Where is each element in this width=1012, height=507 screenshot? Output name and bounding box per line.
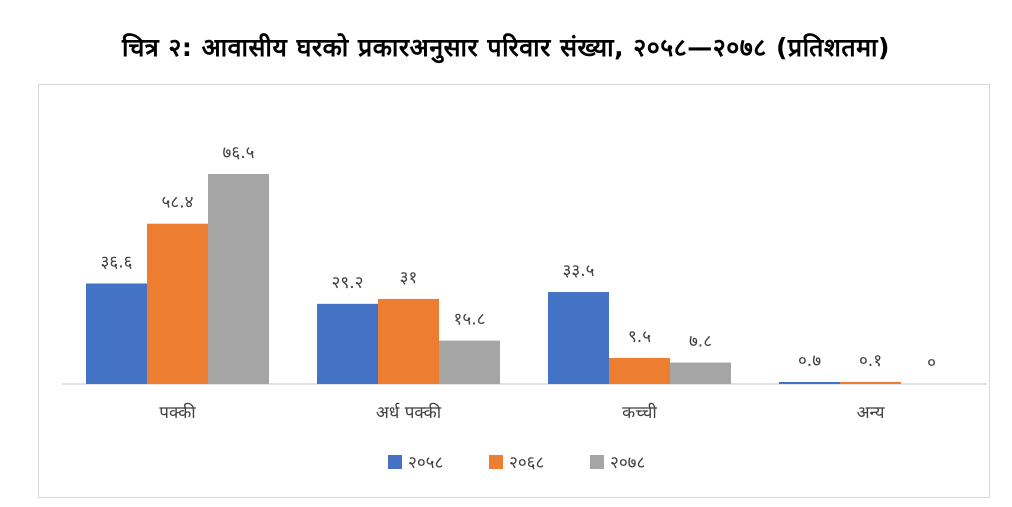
data-label-3-3: ७.८	[689, 332, 712, 352]
chart-title: चित्र २: आवासीय घरको प्रकारअनुसार परिवार…	[122, 33, 890, 62]
category-label-2: अर्ध पक्की	[376, 402, 442, 423]
bar-3-1	[548, 292, 609, 384]
bar-4-2	[840, 382, 901, 384]
chart-frame	[38, 84, 990, 498]
bar-4-1	[779, 382, 840, 384]
data-label-1-2: ५८.४	[162, 193, 194, 213]
data-label-1-3: ७६.५	[223, 143, 255, 163]
bar-1-2	[147, 223, 208, 384]
data-label-2-2: ३१	[400, 268, 418, 288]
bar-3-2	[609, 357, 670, 384]
legend-swatch-3	[590, 455, 604, 469]
bar-2-2	[378, 298, 439, 384]
legend-swatch-2	[489, 455, 503, 469]
bar-3-3	[670, 362, 731, 384]
data-label-4-1: ०.७	[798, 351, 821, 371]
data-label-1-1: ३६.६	[101, 253, 133, 273]
legend-label-3: २०७८	[610, 453, 645, 473]
bar-2-1	[317, 303, 378, 384]
legend-label-1: २०५८	[408, 453, 443, 473]
bar-2-3	[439, 340, 500, 384]
data-label-4-2: ०.१	[859, 351, 882, 371]
bar-1-3	[208, 174, 269, 384]
category-label-1: पक्की	[159, 402, 196, 423]
data-label-3-1: ३३.५	[563, 261, 595, 281]
data-label-4-3: ०	[927, 353, 936, 373]
data-label-2-3: १५.८	[454, 310, 486, 330]
category-label-3: कच्ची	[622, 402, 657, 423]
data-label-3-2: ९.५	[628, 327, 651, 347]
bar-1-1	[86, 283, 147, 384]
data-label-2-1: २९.२	[332, 273, 364, 293]
category-label-4: अन्य	[857, 403, 886, 423]
legend-swatch-1	[388, 455, 402, 469]
legend-label-2: २०६८	[509, 453, 544, 473]
